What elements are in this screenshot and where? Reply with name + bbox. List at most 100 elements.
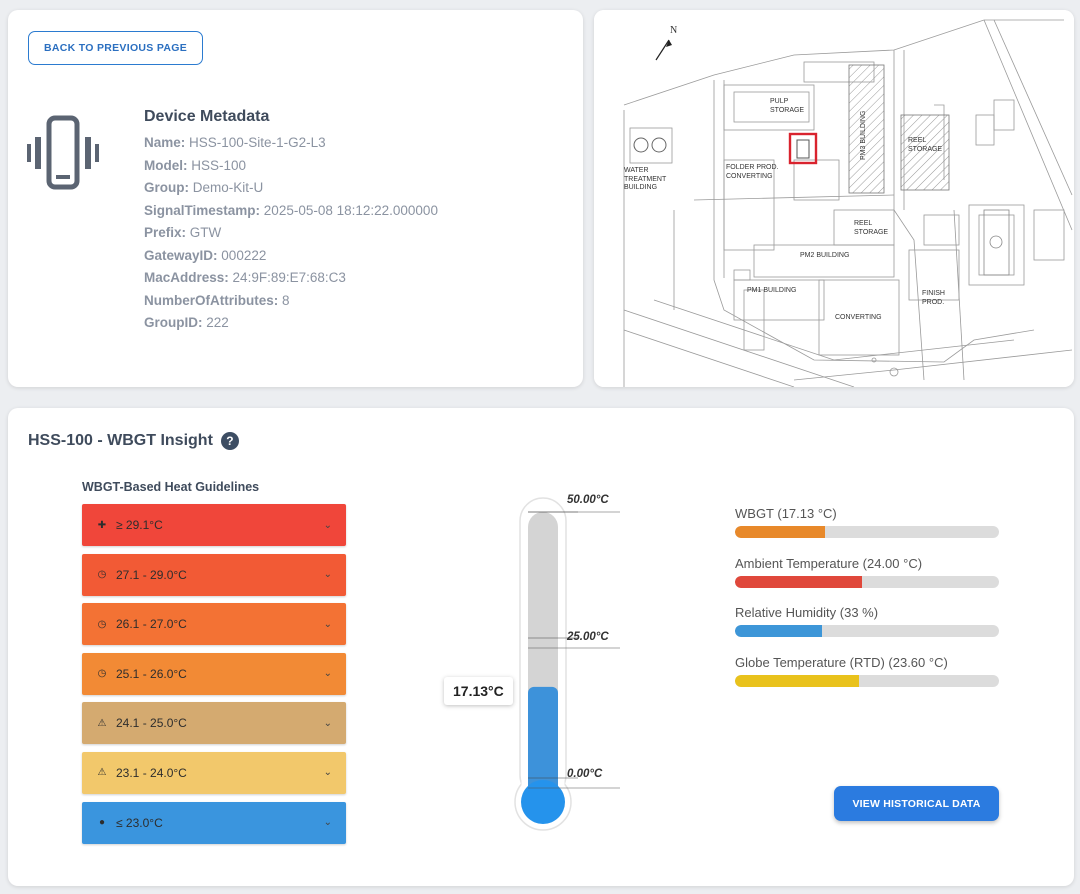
- metric-progress-fill: [735, 575, 862, 588]
- guideline-label: 26.1 - 27.0°C: [116, 617, 187, 632]
- meta-key: MacAddress:: [144, 270, 229, 285]
- meta-key: Model:: [144, 157, 188, 173]
- metric-label: WBGT (17.13 °C): [735, 506, 837, 521]
- thermometer-fill: [528, 686, 558, 798]
- metadata-block: Device Metadata Name: HSS-100-Site-1-G2-…: [144, 108, 438, 335]
- guideline-label: 27.1 - 29.0°C: [116, 567, 187, 582]
- chevron-down-icon[interactable]: ⌄: [323, 717, 332, 729]
- meta-value: 24:9F:89:E7:68:C3: [232, 270, 346, 285]
- north-arrow-icon: [655, 39, 670, 61]
- guideline-row[interactable]: ◷ 26.1 - 27.0°C ⌄: [82, 603, 346, 646]
- metrics-list: WBGT (17.13 °C) Ambient Temperature (24.0…: [735, 506, 999, 704]
- thermometer-bulb: [521, 780, 565, 824]
- guideline-row[interactable]: ● ≤ 23.0°C ⌄: [82, 801, 346, 844]
- chevron-down-icon[interactable]: ⌄: [323, 618, 332, 630]
- map-label-reel-storage-1: REEL STORAGE: [908, 137, 943, 153]
- site-map-card[interactable]: N PULP STORAGE PM3 BUILDING REEL STORAGE…: [594, 10, 1074, 387]
- north-label: N: [670, 25, 678, 36]
- meta-row: Name: HSS-100-Site-1-G2-L3: [144, 132, 438, 155]
- guidelines-title: WBGT-Based Heat Guidelines: [82, 480, 260, 494]
- meta-value: Demo-Kit-U: [192, 180, 264, 195]
- meta-row: Model: HSS-100: [144, 155, 438, 178]
- clock-icon: ◷: [97, 618, 107, 630]
- meta-row: Prefix: GTW: [144, 222, 438, 245]
- wbgt-insight-card: HSS-100 - WBGT Insight ? WBGT-Based Heat…: [8, 408, 1074, 886]
- map-label-pm2: PM2 BUILDING: [800, 252, 850, 259]
- guideline-label: 23.1 - 24.0°C: [116, 765, 187, 780]
- guideline-row[interactable]: ◷ 25.1 - 26.0°C ⌄: [82, 652, 346, 695]
- meta-row: MacAddress: 24:9F:89:E7:68:C3: [144, 267, 438, 290]
- metric-label: Ambient Temperature (24.00 °C): [735, 555, 923, 571]
- meta-value: GTW: [189, 225, 222, 240]
- device-vibrate-icon: [27, 115, 99, 190]
- guideline-row[interactable]: ⚠ 23.1 - 24.0°C ⌄: [82, 751, 346, 794]
- meta-key: SignalTimestamp:: [144, 202, 261, 218]
- map-label-pulp-storage: PULP STORAGE: [770, 98, 805, 114]
- droplet-icon: ●: [98, 817, 106, 829]
- metric-progress-bar: [735, 674, 999, 687]
- meta-row: SignalTimestamp: 2025-05-08 18:12:22.000…: [144, 200, 438, 223]
- metric-label: Relative Humidity (33 %): [735, 605, 879, 621]
- view-historical-data-button[interactable]: VIEW HISTORICAL DATA: [834, 786, 999, 821]
- meta-key: Group:: [144, 180, 189, 195]
- meta-value: HSS-100-Site-1-G2-L3: [189, 135, 326, 150]
- guideline-row[interactable]: ⚠ 24.1 - 25.0°C ⌄: [82, 702, 346, 745]
- meta-row: NumberOfAttributes: 8: [144, 290, 438, 313]
- tick-label-max: 50.00°C: [567, 494, 609, 506]
- meta-key: Prefix:: [144, 225, 187, 240]
- meta-key: GroupID:: [144, 315, 203, 330]
- meta-value: 222: [206, 315, 229, 330]
- guideline-label: 25.1 - 26.0°C: [116, 666, 187, 681]
- metric-item: Relative Humidity (33 %): [735, 605, 999, 638]
- metric-progress-bar: [735, 575, 999, 588]
- meta-value: 2025-05-08 18:12:22.000000: [263, 202, 438, 218]
- guideline-label: 24.1 - 25.0°C: [116, 716, 187, 731]
- site-map[interactable]: [594, 10, 1074, 387]
- guidelines-list: ✚ ≥ 29.1°C ⌄ ◷ 27.1 - 29.0°C ⌄ ◷ 26.1 - 27.0°C ⌄…: [82, 504, 346, 851]
- meta-key: NumberOfAttributes:: [144, 292, 279, 308]
- guideline-label: ≤ 23.0°C: [116, 815, 163, 830]
- clock-icon: ◷: [97, 668, 107, 680]
- chevron-down-icon[interactable]: ⌄: [323, 767, 332, 779]
- medical-cross-icon: ✚: [97, 519, 107, 531]
- warning-icon: ⚠: [97, 717, 107, 729]
- chevron-down-icon[interactable]: ⌄: [323, 519, 332, 531]
- tick-lines: [528, 511, 620, 789]
- meta-row: Group: Demo-Kit-U: [144, 177, 438, 200]
- map-label-finish: FINISH PROD.: [922, 290, 945, 306]
- insight-title: HSS-100 - WBGT Insight ?: [28, 432, 239, 450]
- map-label-water-treatment: WATER TREATMENT BUILDING: [624, 167, 667, 191]
- metric-progress-fill: [735, 674, 860, 687]
- chevron-down-icon[interactable]: ⌄: [323, 668, 332, 680]
- metric-progress-bar: [735, 526, 999, 538]
- warning-icon: ⚠: [97, 767, 107, 779]
- guideline-row[interactable]: ✚ ≥ 29.1°C ⌄: [82, 504, 346, 546]
- map-label-reel-storage-2: REEL STORAGE: [854, 220, 889, 236]
- insight-title-text: HSS-100 - WBGT Insight: [28, 432, 213, 449]
- metric-item: Globe Temperature (RTD) (23.60 °C): [735, 655, 999, 687]
- metric-progress-fill: [735, 625, 823, 638]
- clock-icon: ◷: [97, 569, 107, 581]
- meta-key: GatewayID:: [144, 247, 218, 263]
- meta-row: GroupID: 222: [144, 312, 438, 335]
- device-metadata-card: BACK TO PREVIOUS PAGE Device Metadata Na…: [8, 10, 583, 387]
- map-label-pm1: PM1 BUILDING: [747, 287, 797, 294]
- meta-row: GatewayID: 000222: [144, 245, 438, 268]
- guideline-label: ≥ 29.1°C: [116, 518, 163, 532]
- metric-item: Ambient Temperature (24.00 °C): [735, 556, 999, 588]
- metric-item: WBGT (17.13 °C): [735, 506, 999, 538]
- meta-value: 000222: [221, 247, 267, 263]
- chevron-down-icon[interactable]: ⌄: [323, 569, 332, 581]
- meta-value: HSS-100: [191, 157, 247, 173]
- metric-progress-fill: [735, 526, 825, 538]
- map-label-pm3: PM3 BUILDING: [860, 111, 869, 160]
- chevron-down-icon[interactable]: ⌄: [323, 817, 332, 829]
- tick-label-min: 0.00°C: [567, 768, 603, 780]
- metadata-title: Device Metadata: [144, 108, 270, 125]
- guideline-row[interactable]: ◷ 27.1 - 29.0°C ⌄: [82, 553, 346, 596]
- meta-value: 8: [282, 292, 290, 308]
- back-button[interactable]: BACK TO PREVIOUS PAGE: [28, 31, 203, 65]
- question-icon[interactable]: ?: [220, 432, 239, 450]
- metric-progress-bar: [735, 625, 999, 638]
- thermometer-value-badge: 17.13°C: [444, 677, 513, 705]
